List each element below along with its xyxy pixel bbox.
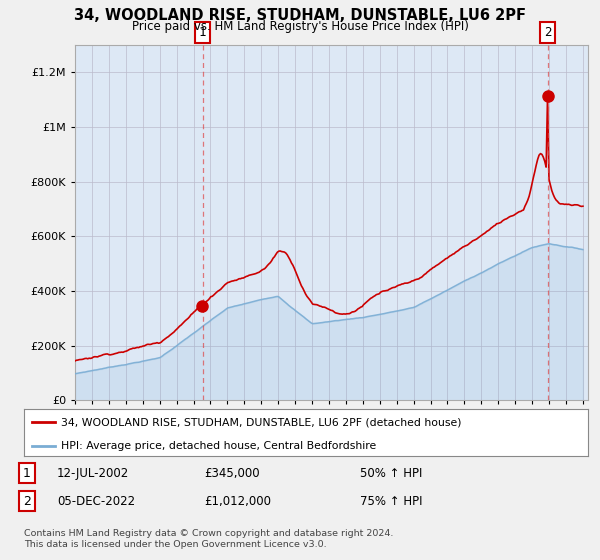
Text: 34, WOODLAND RISE, STUDHAM, DUNSTABLE, LU6 2PF: 34, WOODLAND RISE, STUDHAM, DUNSTABLE, L… [74,8,526,24]
Text: £1,012,000: £1,012,000 [204,494,271,508]
Text: 12-JUL-2002: 12-JUL-2002 [57,466,129,480]
Text: £345,000: £345,000 [204,466,260,480]
Text: HPI: Average price, detached house, Central Bedfordshire: HPI: Average price, detached house, Cent… [61,441,376,451]
Text: 1: 1 [23,466,31,480]
Text: 1: 1 [199,26,206,39]
Text: 05-DEC-2022: 05-DEC-2022 [57,494,135,508]
Text: 2: 2 [23,494,31,508]
Text: 2: 2 [544,26,551,39]
Text: 75% ↑ HPI: 75% ↑ HPI [360,494,422,508]
Text: 50% ↑ HPI: 50% ↑ HPI [360,466,422,480]
Text: 34, WOODLAND RISE, STUDHAM, DUNSTABLE, LU6 2PF (detached house): 34, WOODLAND RISE, STUDHAM, DUNSTABLE, L… [61,417,461,427]
Text: Contains HM Land Registry data © Crown copyright and database right 2024.
This d: Contains HM Land Registry data © Crown c… [24,529,394,549]
Text: Price paid vs. HM Land Registry's House Price Index (HPI): Price paid vs. HM Land Registry's House … [131,20,469,32]
